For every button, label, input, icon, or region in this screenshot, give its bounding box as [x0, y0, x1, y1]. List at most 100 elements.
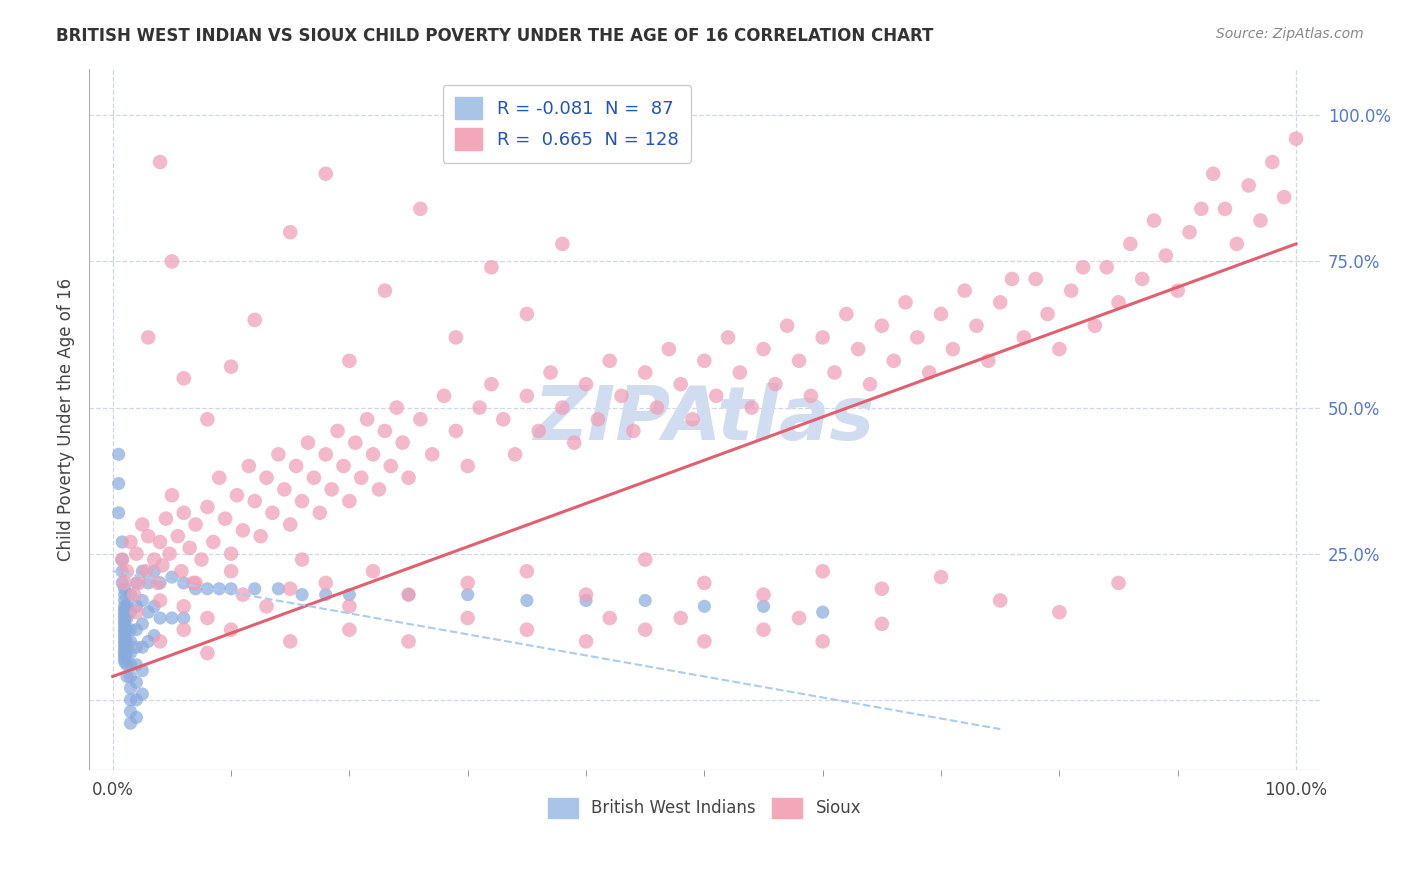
Point	[114, 648, 136, 663]
Point	[181, 576, 204, 591]
Point	[125, 547, 148, 561]
Point	[120, 588, 142, 602]
Point	[929, 570, 952, 584]
Point	[344, 435, 367, 450]
Point	[135, 564, 157, 578]
Point	[308, 506, 330, 520]
Point	[107, 447, 129, 461]
Point	[243, 582, 266, 596]
Point	[131, 687, 153, 701]
Point	[1119, 236, 1142, 251]
Point	[125, 640, 148, 655]
Point	[297, 435, 319, 450]
Point	[479, 260, 502, 275]
Point	[149, 155, 172, 169]
Point	[385, 401, 408, 415]
Point	[516, 623, 538, 637]
Point	[752, 342, 775, 356]
Point	[114, 652, 136, 666]
Point	[315, 588, 337, 602]
Point	[120, 535, 142, 549]
Point	[846, 342, 869, 356]
Point	[120, 693, 142, 707]
Point	[111, 564, 134, 578]
Point	[273, 483, 295, 497]
Point	[149, 634, 172, 648]
Point	[125, 657, 148, 672]
Point	[728, 366, 751, 380]
Point	[173, 599, 195, 614]
Point	[315, 167, 337, 181]
Point	[122, 588, 145, 602]
Point	[107, 476, 129, 491]
Point	[575, 588, 598, 602]
Point	[278, 225, 301, 239]
Point	[143, 599, 166, 614]
Point	[800, 389, 823, 403]
Point	[120, 669, 142, 683]
Point	[160, 488, 183, 502]
Point	[516, 389, 538, 403]
Point	[232, 524, 254, 538]
Point	[125, 599, 148, 614]
Point	[811, 605, 834, 619]
Point	[859, 377, 882, 392]
Point	[1047, 605, 1070, 619]
Point	[503, 447, 526, 461]
Point	[645, 401, 668, 415]
Point	[197, 646, 219, 660]
Point	[197, 500, 219, 514]
Point	[114, 602, 136, 616]
Point	[115, 611, 138, 625]
Point	[114, 608, 136, 623]
Point	[114, 632, 136, 646]
Point	[291, 552, 314, 566]
Point	[763, 377, 786, 392]
Point	[883, 353, 905, 368]
Point	[131, 593, 153, 607]
Point	[1025, 272, 1047, 286]
Point	[114, 588, 136, 602]
Point	[1012, 330, 1035, 344]
Point	[114, 576, 136, 591]
Point	[332, 458, 354, 473]
Point	[374, 424, 396, 438]
Point	[114, 634, 136, 648]
Point	[1167, 284, 1189, 298]
Point	[326, 424, 349, 438]
Point	[1213, 202, 1236, 216]
Point	[278, 582, 301, 596]
Point	[1202, 167, 1225, 181]
Point	[599, 611, 621, 625]
Point	[256, 471, 278, 485]
Point	[125, 693, 148, 707]
Point	[1154, 249, 1177, 263]
Point	[368, 483, 391, 497]
Point	[337, 353, 360, 368]
Point	[160, 254, 183, 268]
Point	[136, 330, 159, 344]
Point	[693, 576, 716, 591]
Point	[693, 353, 716, 368]
Point	[208, 582, 231, 596]
Point	[1226, 236, 1249, 251]
Point	[942, 342, 965, 356]
Point	[114, 655, 136, 669]
Point	[107, 506, 129, 520]
Point	[136, 529, 159, 543]
Point	[120, 657, 142, 672]
Point	[111, 576, 134, 591]
Point	[516, 564, 538, 578]
Point	[444, 424, 467, 438]
Point	[291, 588, 314, 602]
Point	[337, 623, 360, 637]
Point	[208, 471, 231, 485]
Point	[433, 389, 456, 403]
Point	[190, 552, 212, 566]
Point	[380, 458, 402, 473]
Point	[1060, 284, 1083, 298]
Point	[824, 366, 846, 380]
Point	[356, 412, 378, 426]
Point	[219, 359, 242, 374]
Point	[337, 599, 360, 614]
